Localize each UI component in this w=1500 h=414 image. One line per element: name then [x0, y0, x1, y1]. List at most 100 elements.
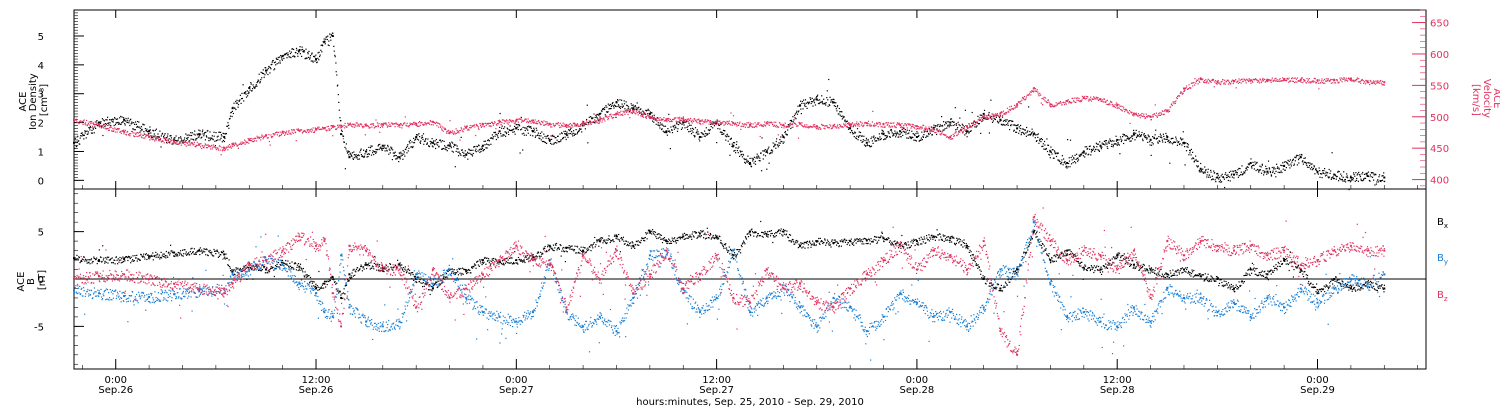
sample-velocity [167, 140, 168, 141]
sample-ion-density [697, 131, 698, 132]
sample-ion-density [1275, 168, 1276, 169]
sample-ion-density [661, 124, 662, 125]
sample-ion-density [825, 104, 826, 105]
sample-velocity [1177, 98, 1178, 99]
sample-ion-density [1069, 161, 1070, 162]
sample-ion-density [767, 152, 768, 153]
sample-velocity [986, 115, 987, 116]
sample-ion-density [763, 158, 764, 159]
sample-ion-density [1021, 134, 1022, 135]
sample-ion-density [769, 163, 770, 164]
sample-velocity [218, 150, 219, 151]
sample-ion-density [1372, 177, 1373, 178]
sample-velocity [813, 126, 814, 127]
sample-velocity [920, 127, 921, 128]
sample-ion-density [946, 128, 947, 129]
sample-velocity [134, 133, 135, 134]
sample-ion-density [261, 72, 262, 73]
sample-ion-density [203, 135, 204, 136]
sample-ion-density [162, 133, 163, 134]
sample-ion-density [1291, 162, 1292, 163]
sample-velocity [199, 144, 200, 145]
sample-velocity [829, 124, 830, 125]
sample-velocity [399, 127, 400, 128]
sample-velocity [438, 123, 439, 124]
sample-ion-density [1113, 141, 1114, 142]
sample-ion-density [142, 129, 143, 130]
sample-velocity [521, 122, 522, 123]
sample-ion-density [314, 61, 315, 62]
sample-velocity [1107, 100, 1108, 101]
sample-velocity [711, 122, 712, 123]
sample-velocity [819, 127, 820, 128]
sample-ion-density [1345, 181, 1346, 182]
sample-velocity [1308, 82, 1309, 83]
sample-velocity [406, 125, 407, 126]
sample-velocity [975, 124, 976, 125]
sample-ion-density [594, 122, 595, 123]
sample-ion-density [370, 147, 371, 148]
sample-ion-density [554, 143, 555, 144]
sample-ion-density [1180, 137, 1181, 138]
sample-ion-density [1363, 180, 1364, 181]
sample-velocity [560, 123, 561, 124]
sample-velocity [318, 128, 319, 129]
sample-velocity [334, 126, 335, 127]
sample-ion-density [1068, 166, 1069, 167]
sample-velocity [359, 126, 360, 127]
sample-ion-density [589, 117, 590, 118]
sample-ion-density [525, 130, 526, 131]
sample-velocity [124, 131, 125, 132]
sample-velocity [644, 112, 645, 113]
sample-ion-density [541, 139, 542, 140]
point-ion-density [1200, 168, 1202, 170]
sample-ion-density [215, 145, 216, 146]
sample-velocity [366, 123, 367, 124]
sample-velocity [1030, 94, 1031, 95]
sample-ion-density [222, 141, 223, 142]
sample-ion-density [675, 127, 676, 128]
sample-velocity [1303, 79, 1304, 80]
sample-ion-density [1300, 156, 1301, 157]
sample-velocity [1043, 99, 1044, 100]
sample-ion-density [533, 131, 534, 132]
sample-ion-density [451, 147, 452, 148]
sample-velocity [1317, 79, 1318, 80]
sample-velocity [280, 135, 281, 136]
sample-velocity [693, 121, 694, 122]
sample-ion-density [1016, 132, 1017, 133]
sample-velocity [262, 136, 263, 137]
sample-velocity [874, 123, 875, 124]
sample-ion-density [274, 62, 275, 63]
sample-ion-density [333, 46, 334, 47]
sample-ion-density [1345, 179, 1346, 180]
sample-ion-density [631, 105, 632, 106]
sample-velocity [1106, 100, 1107, 101]
top-ytick-label: 5 [38, 32, 44, 43]
sample-ion-density [846, 121, 847, 122]
sample-ion-density [823, 99, 824, 100]
sample-velocity [377, 122, 378, 123]
sample-velocity [1111, 102, 1112, 103]
sample-ion-density [228, 125, 229, 126]
sample-ion-density [839, 108, 840, 109]
sample-velocity [536, 123, 537, 124]
sample-ion-density [280, 55, 281, 56]
sample-ion-density [588, 122, 589, 123]
sample-ion-density [309, 59, 310, 60]
sample-velocity [377, 125, 378, 126]
sample-velocity [855, 124, 856, 125]
sample-velocity [1251, 80, 1252, 81]
sample-ion-density [226, 133, 227, 134]
sample-ion-density [851, 130, 852, 131]
sample-velocity [1306, 82, 1307, 83]
sample-ion-density [420, 140, 421, 141]
sample-velocity [510, 120, 511, 121]
sample-velocity [346, 127, 347, 128]
sample-ion-density [195, 134, 196, 135]
sample-ion-density [117, 118, 118, 119]
sample-ion-density [1355, 172, 1356, 173]
sample-ion-density [1374, 174, 1375, 175]
sample-ion-density [858, 136, 859, 137]
sample-ion-density [369, 150, 370, 151]
